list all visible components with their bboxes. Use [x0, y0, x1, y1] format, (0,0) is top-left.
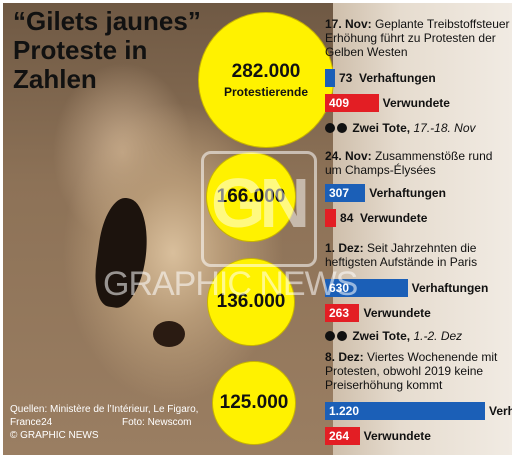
- protester-count: 125.000: [219, 392, 289, 413]
- event-description: 17. Nov: Geplante Treibstoffsteuer Erhöh…: [325, 17, 511, 59]
- deaths-label: Zwei Tote,: [352, 329, 411, 343]
- arrests-value: 307: [329, 186, 350, 200]
- protester-circle: 282.000 Protestierende: [198, 12, 334, 148]
- injured-bar: [325, 427, 360, 445]
- event-text: Seit Jahrzehnten die heftigsten Aufständ…: [325, 241, 478, 269]
- timeline-panel: 17. Nov: Geplante Treibstoffsteuer Erhöh…: [323, 3, 512, 455]
- infographic: “Gilets jaunes” Proteste in Zahlen 282.0…: [3, 3, 512, 455]
- deaths-note: Zwei Tote, 1.-2. Dez: [325, 329, 462, 343]
- event-description: 24. Nov: Zusammenstöße rund um Champs-Él…: [325, 149, 511, 177]
- protester-unit-label: Protestierende: [223, 85, 309, 99]
- event-text: Viertes Wochenende mit Protesten, obwohl…: [325, 350, 498, 392]
- arrests-value: 73: [339, 71, 353, 85]
- event-date: 8. Dez:: [325, 350, 364, 364]
- injured-row: 84 Verwundete: [325, 209, 511, 227]
- event-description: 1. Dez: Seit Jahrzehnten die heftigsten …: [325, 241, 511, 269]
- injured-label: Verwundete: [363, 306, 431, 320]
- death-dot-icon: [337, 123, 347, 133]
- protester-circle: 166.000: [206, 152, 296, 242]
- chart-title: “Gilets jaunes” Proteste in Zahlen: [13, 6, 201, 94]
- source-text: Quellen: Ministère de l’Intérieur, Le Fi…: [10, 404, 199, 428]
- injured-bar: [325, 304, 360, 322]
- injured-bar: [325, 94, 379, 112]
- deaths-date: 1.-2. Dez: [413, 329, 463, 343]
- arrests-value: 630: [329, 281, 350, 295]
- watermark-logo: GN: [211, 164, 310, 242]
- death-dot-icon: [325, 331, 335, 341]
- event-text: Geplante Treibstoffsteuer Erhöhung führt…: [325, 17, 510, 59]
- source-block: Quellen: Ministère de l’Intérieur, Le Fi…: [10, 403, 210, 442]
- statue-mouth: [153, 321, 185, 347]
- arrests-bar: [325, 69, 335, 87]
- injured-value: 84: [340, 211, 354, 225]
- arrests-label: Verhaftungen: [359, 71, 436, 85]
- deaths-note: Zwei Tote, 17.-18. Nov: [325, 121, 476, 135]
- arrests-value: 1.220: [329, 404, 360, 418]
- arrests-row: 307 Verhaftungen: [325, 184, 511, 202]
- injured-label: Verwundete: [382, 96, 450, 110]
- event-date: 1. Dez:: [325, 241, 364, 255]
- injured-bar: [325, 209, 337, 227]
- arrests-row: 73 Verhaftungen: [325, 69, 511, 87]
- watermark: GRAPHIC NEWS: [103, 265, 358, 303]
- injured-label: Verwundete: [363, 429, 431, 443]
- protester-count: 166.000: [216, 186, 286, 207]
- deaths-date: 17.-18. Nov: [413, 121, 476, 135]
- death-dot-icon: [337, 331, 347, 341]
- injured-value: 264: [329, 429, 350, 443]
- injured-label: Verwundete: [360, 211, 428, 225]
- arrests-row: 630 Verhaftungen: [325, 279, 511, 297]
- arrests-label: Verhaftungen: [369, 186, 446, 200]
- arrests-bar: [325, 402, 485, 420]
- arrests-label: Verhaftungen: [489, 404, 512, 418]
- event-date: 24. Nov:: [325, 149, 372, 163]
- photo-credit: Foto: Newscom: [122, 417, 192, 428]
- protester-circle: 136.000: [207, 258, 295, 346]
- injured-value: 263: [329, 306, 350, 320]
- injured-row: 264 Verwundete: [325, 427, 511, 445]
- injured-row: 263 Verwundete: [325, 304, 511, 322]
- deaths-label: Zwei Tote,: [352, 121, 411, 135]
- arrests-bar: [325, 279, 408, 297]
- injured-row: 409 Verwundete: [325, 94, 511, 112]
- death-dot-icon: [325, 123, 335, 133]
- protester-circle: 125.000: [212, 361, 296, 445]
- injured-value: 409: [329, 96, 350, 110]
- event-date: 17. Nov:: [325, 17, 372, 31]
- arrests-bar: [325, 184, 366, 202]
- protester-count: 282.000: [231, 61, 301, 82]
- copyright: © GRAPHIC NEWS: [10, 430, 99, 441]
- arrests-row: 1.220 Verhaftungen: [325, 402, 512, 420]
- event-text: Zusammenstöße rund um Champs-Élysées: [325, 149, 493, 177]
- protester-count: 136.000: [216, 291, 286, 312]
- event-description: 8. Dez: Viertes Wochenende mit Protesten…: [325, 350, 511, 392]
- arrests-label: Verhaftungen: [411, 281, 489, 295]
